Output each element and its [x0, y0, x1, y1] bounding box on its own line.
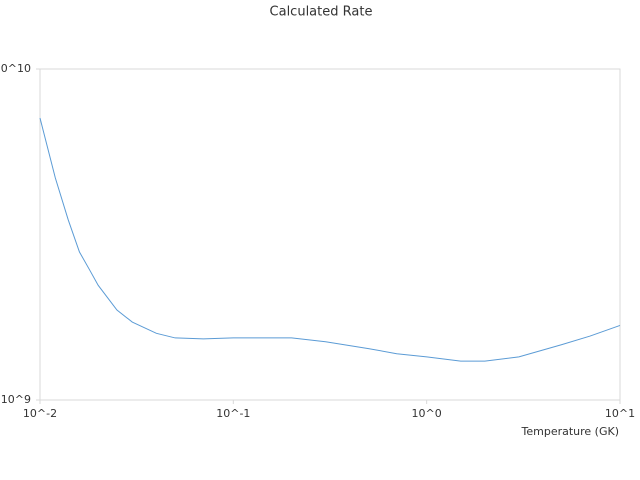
x-axis-label: Temperature (GK) — [521, 425, 620, 438]
line — [39, 117, 621, 362]
plot-frame — [39, 68, 621, 401]
y-tick-label: 10^10 — [0, 62, 31, 75]
x-tick-label: 10^1 — [605, 407, 635, 420]
x-tick-label: 10^-2 — [23, 407, 57, 420]
x-tick-label: 10^-1 — [216, 407, 250, 420]
y-tick-label: 10^9 — [1, 393, 31, 406]
chart-title: Calculated Rate — [270, 5, 373, 20]
x-tick-label: 10^0 — [412, 407, 442, 420]
